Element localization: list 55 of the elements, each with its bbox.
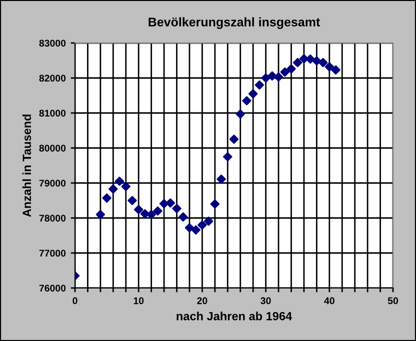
point (292, 58, 302, 68)
point (153, 206, 162, 216)
point (166, 198, 176, 208)
point (146, 210, 156, 220)
point (216, 174, 226, 184)
point (172, 204, 182, 214)
point (242, 96, 252, 106)
y-tick-label: 82000 (39, 74, 66, 82)
point (324, 62, 334, 72)
y-axis-title: Anzahl in Tausend (22, 114, 32, 217)
y-tick-label: 83000 (39, 40, 66, 47)
point (178, 212, 188, 222)
x-tick-label: 10 (134, 297, 144, 304)
y-tick-label: 76000 (39, 284, 66, 292)
point (254, 80, 264, 90)
point (210, 199, 220, 209)
x-tick-label: 50 (388, 297, 398, 304)
point (128, 196, 137, 206)
point (121, 182, 131, 192)
point (268, 71, 277, 81)
point (229, 134, 239, 144)
y-tick-label: 80000 (39, 144, 66, 152)
point (140, 209, 150, 218)
point (306, 54, 315, 64)
point (236, 109, 245, 119)
x-axis-title: nach Jahren ab 1964 (176, 312, 292, 320)
point (331, 65, 340, 75)
point (134, 204, 144, 214)
y-tick-label: 79000 (39, 180, 66, 187)
point (248, 89, 258, 98)
point (108, 184, 118, 194)
point (312, 56, 322, 66)
point (223, 152, 232, 162)
point (286, 64, 296, 74)
point (261, 73, 270, 83)
y-tick-label: 77000 (39, 250, 66, 257)
point (204, 216, 214, 226)
point (299, 54, 309, 64)
point (274, 72, 284, 82)
point (318, 58, 328, 68)
point (280, 67, 290, 77)
chart-title: Bevölkerungszahl insgesamt (148, 17, 320, 29)
point (114, 176, 124, 186)
point (159, 199, 169, 208)
point (191, 225, 200, 235)
y-tick-label: 78000 (39, 214, 66, 222)
x-tick-label: 30 (260, 297, 271, 304)
x-tick-label: 40 (324, 297, 334, 304)
point (184, 223, 194, 232)
y-tick-label: 81000 (39, 110, 66, 117)
point (96, 210, 106, 220)
point (198, 220, 207, 230)
point (102, 193, 112, 203)
x-tick-label: 0 (72, 297, 78, 304)
x-tick-label: 20 (197, 297, 208, 304)
